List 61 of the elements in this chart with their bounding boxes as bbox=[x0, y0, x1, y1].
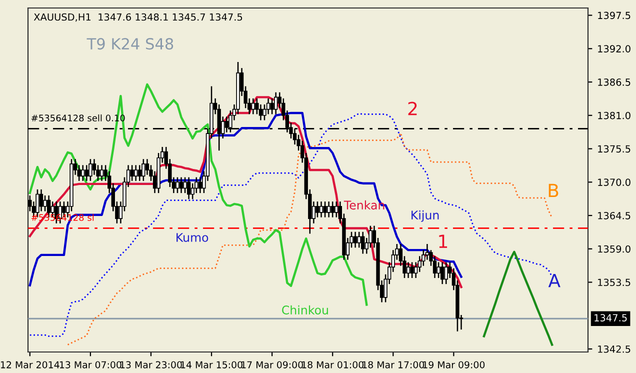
ref-line-label: 1347.5 bbox=[594, 314, 627, 322]
candlestick bbox=[410, 262, 414, 279]
annotation: Kumo bbox=[176, 233, 208, 242]
candlestick bbox=[39, 188, 44, 212]
y-tick-label: 1353.5 bbox=[598, 278, 630, 286]
candlestick bbox=[323, 200, 327, 218]
annotation: B bbox=[548, 184, 558, 198]
x-tick-label: 12 Mar 2014 bbox=[0, 361, 60, 368]
candlestick bbox=[357, 231, 361, 248]
candlestick bbox=[274, 92, 278, 115]
annotation: Chinkou bbox=[282, 305, 328, 314]
annotation: Tenkan bbox=[344, 200, 384, 210]
candlestick bbox=[138, 164, 142, 182]
candlestick bbox=[198, 176, 202, 194]
candlestick bbox=[319, 200, 324, 218]
x-tick-label: 17 Mar 09:00 bbox=[242, 361, 303, 368]
candlestick bbox=[88, 158, 92, 182]
annotation: 1 bbox=[439, 234, 448, 248]
annotation: T9 K24 S48 bbox=[86, 38, 174, 50]
candlestick bbox=[186, 176, 191, 200]
candlestick bbox=[43, 194, 47, 212]
candlestick bbox=[142, 158, 146, 182]
candlestick bbox=[440, 262, 444, 285]
chart-title: XAUUSD,H1 1347.6 1348.1 1345.7 1347.5 bbox=[34, 13, 242, 22]
candlestick bbox=[316, 200, 320, 218]
candlestick bbox=[334, 200, 338, 218]
candlestick bbox=[361, 231, 365, 254]
candlestick bbox=[406, 262, 410, 279]
y-tick-label: 1364.5 bbox=[598, 212, 630, 220]
y-tick-label: 1381.0 bbox=[598, 112, 630, 120]
candlestick bbox=[100, 164, 104, 182]
y-tick-label: 1392.0 bbox=[598, 45, 630, 52]
x-tick-label: 13 Mar 23:00 bbox=[120, 361, 182, 368]
candlestick bbox=[353, 231, 358, 248]
annotation: Kijun bbox=[412, 210, 439, 222]
y-tick-label: 1342.5 bbox=[598, 345, 630, 353]
y-tick-label: 1359.0 bbox=[598, 245, 630, 253]
candlestick bbox=[270, 98, 274, 115]
candlestick bbox=[326, 200, 331, 218]
y-tick-label: 1375.5 bbox=[598, 145, 630, 153]
x-tick-label: 18 Mar 01:00 bbox=[302, 361, 364, 368]
candlestick bbox=[134, 164, 138, 182]
y-tick-label: 1397.5 bbox=[598, 12, 630, 20]
x-tick-label: 13 Mar 07:00 bbox=[60, 361, 122, 368]
candlestick bbox=[251, 98, 255, 115]
candlestick bbox=[444, 262, 448, 285]
x-tick-label: 18 Mar 17:00 bbox=[362, 361, 424, 368]
candlestick bbox=[179, 176, 184, 194]
x-tick-label: 14 Mar 15:00 bbox=[181, 361, 242, 368]
candlestick bbox=[176, 176, 180, 194]
candlestick bbox=[183, 176, 187, 194]
annotation: 2 bbox=[408, 102, 417, 116]
x-tick-label: 19 Mar 09:00 bbox=[423, 361, 485, 368]
candlestick bbox=[81, 164, 85, 182]
candlestick bbox=[130, 164, 134, 182]
candlestick bbox=[436, 262, 440, 279]
candlestick bbox=[84, 164, 88, 182]
candlestick bbox=[330, 200, 334, 218]
y-tick-label: 1370.0 bbox=[598, 178, 630, 186]
y-tick-label: 1386.5 bbox=[598, 78, 630, 86]
annotation: A bbox=[548, 274, 560, 288]
